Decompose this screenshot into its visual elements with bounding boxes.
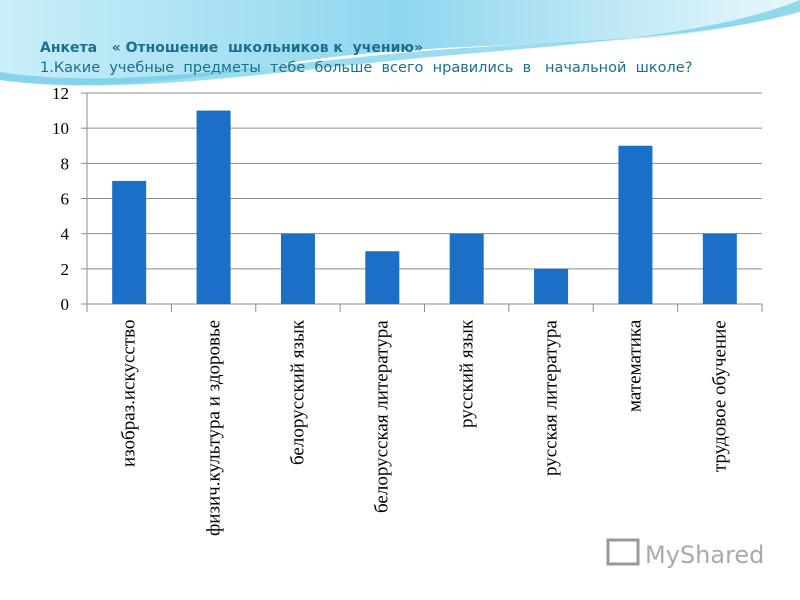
x-tick-label: белорусская литература — [371, 320, 393, 513]
header-wave — [0, 0, 800, 86]
y-tick-label: 6 — [61, 190, 70, 209]
bar — [365, 251, 400, 304]
y-tick-label: 4 — [61, 225, 70, 244]
bar — [534, 268, 569, 304]
bar — [449, 233, 484, 304]
y-tick-label: 12 — [52, 84, 69, 103]
y-tick-label: 0 — [61, 295, 70, 314]
y-tick-label: 2 — [61, 260, 70, 279]
bar — [280, 233, 315, 304]
x-tick-label: русский язык — [456, 320, 478, 429]
bar — [702, 233, 737, 304]
bar — [618, 145, 653, 304]
chart-title: Анкета « Отношение школьников к учению» — [40, 40, 424, 56]
x-tick-label: математика — [624, 320, 646, 413]
bar — [196, 110, 231, 304]
x-tick-label: белорусский язык — [287, 320, 309, 466]
chart-subtitle: 1.Какие учебные предметы тебе больше все… — [40, 60, 693, 76]
watermark-icon — [606, 538, 640, 566]
y-tick-label: 10 — [52, 119, 69, 138]
watermark-text: MyShared — [645, 541, 764, 569]
bar — [112, 180, 147, 304]
x-tick-label: физич.культура и здоровье — [203, 320, 225, 537]
x-tick-label: русская литература — [540, 320, 562, 476]
watermark: MyShared — [606, 538, 764, 569]
x-tick-label: трудовое обучение — [709, 320, 731, 472]
x-tick-label: изобраз.искусство — [118, 320, 140, 468]
y-tick-label: 8 — [61, 154, 70, 173]
